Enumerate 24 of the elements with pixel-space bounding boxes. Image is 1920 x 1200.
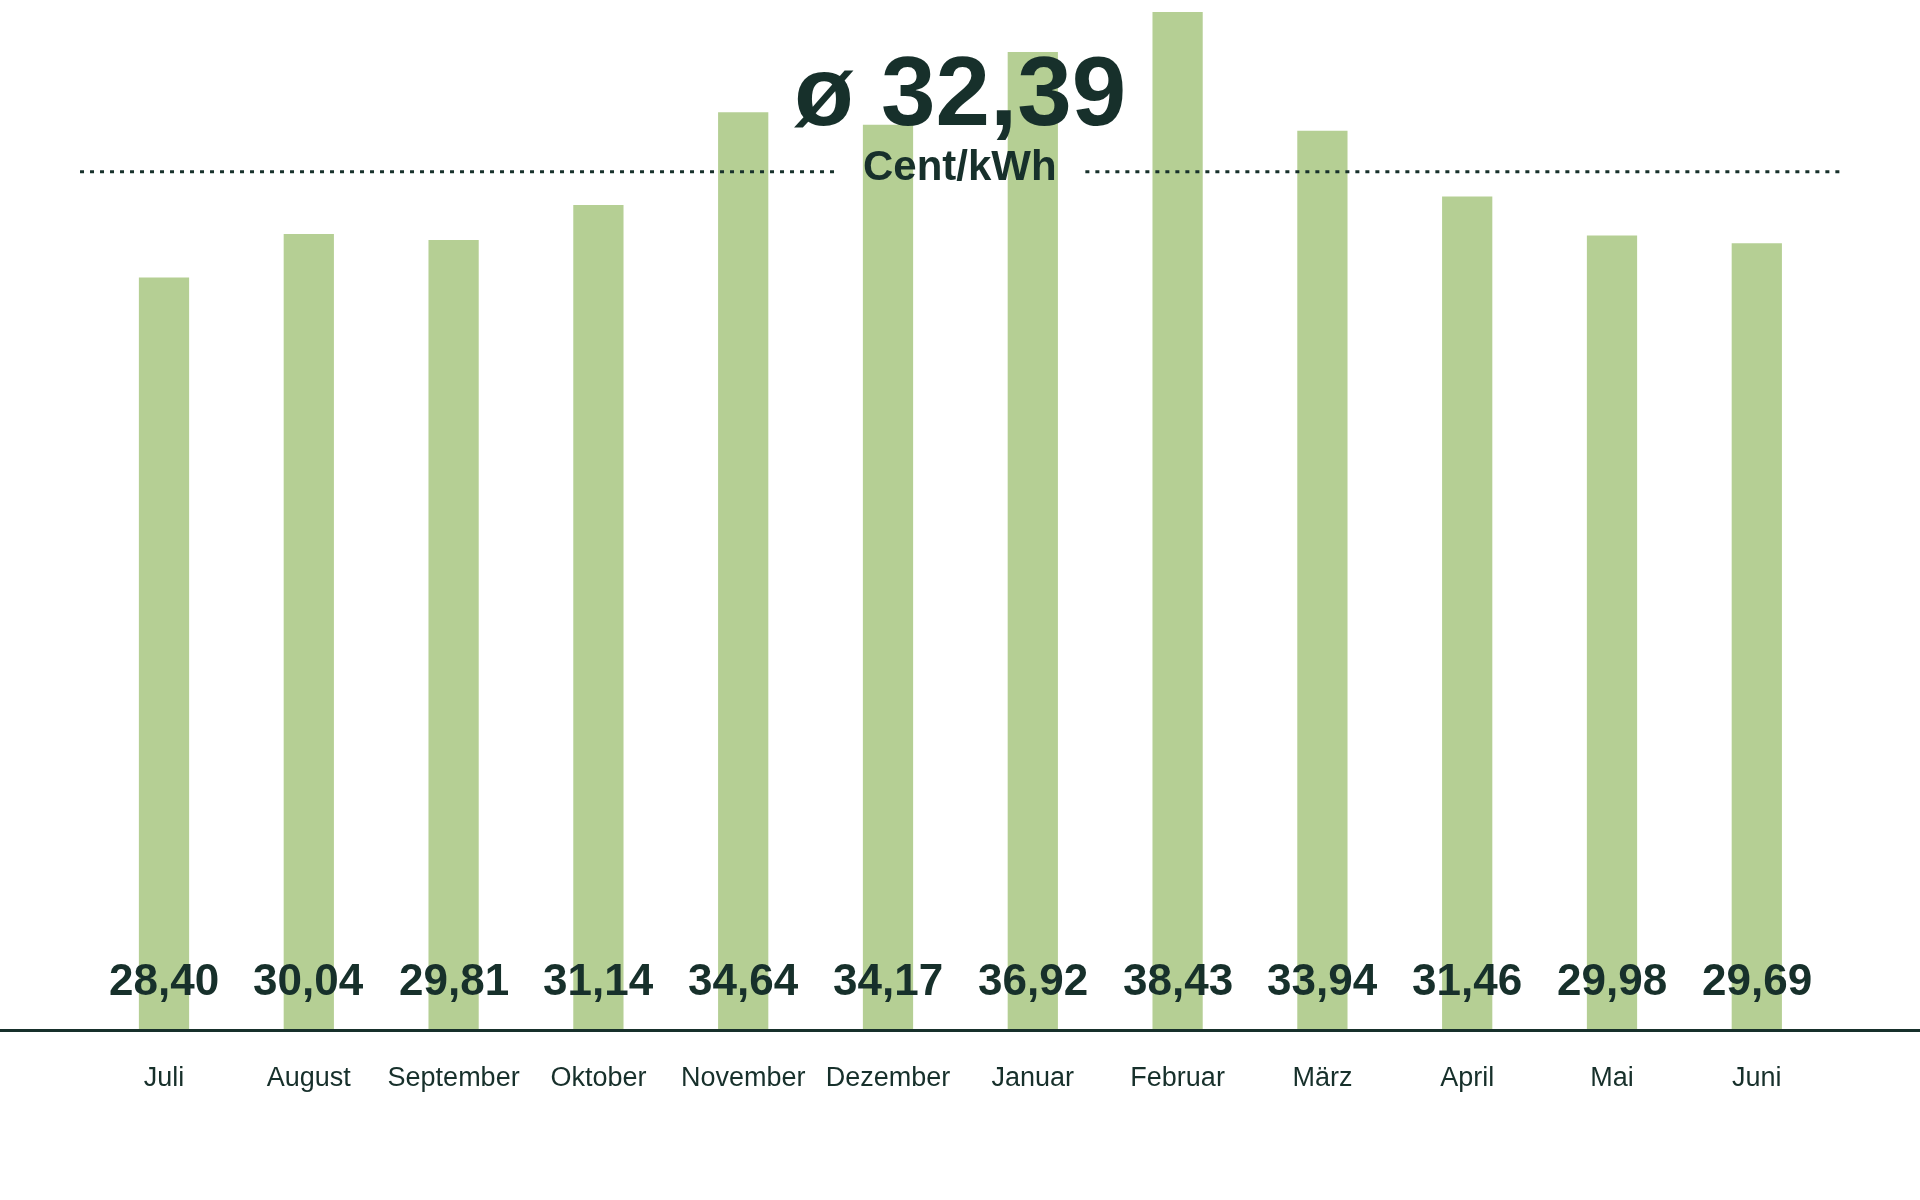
data-label: 29,81 [399,955,510,1004]
data-label: 34,64 [688,955,799,1004]
data-label: 30,04 [253,955,364,1004]
x-tick-label: Juli [143,1062,185,1093]
x-tick-label: Juni [1732,1062,1782,1093]
x-tick-label: März [1292,1062,1353,1093]
data-label: 36,92 [978,955,1089,1004]
x-tick-label: Dezember [825,1062,951,1093]
x-tick-label: Mai [1590,1062,1634,1093]
data-label: 28,40 [109,955,220,1004]
x-tick-label: September [387,1062,520,1093]
data-label: 29,98 [1557,955,1668,1004]
x-tick-label: November [680,1062,806,1093]
x-tick-label: August [266,1062,352,1093]
data-label: 38,43 [1123,955,1234,1004]
x-tick-label: Februar [1130,1062,1225,1093]
x-tick-label: Oktober [550,1062,647,1093]
x-tick-label: April [1440,1062,1495,1093]
x-tick-label: Januar [991,1062,1075,1093]
data-label: 31,14 [543,955,654,1004]
data-label: 34,17 [833,955,944,1004]
data-label: 31,46 [1412,955,1523,1004]
data-label: 33,94 [1267,955,1378,1004]
data-label: 29,69 [1702,955,1813,1004]
